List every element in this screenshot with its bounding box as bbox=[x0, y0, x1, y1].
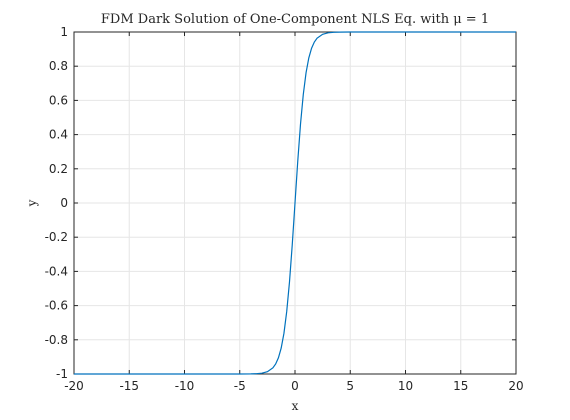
y-tick-label: -0.6 bbox=[45, 299, 68, 313]
y-axis-label: y bbox=[25, 199, 39, 207]
y-tick-label: 1 bbox=[60, 25, 68, 39]
x-tick-label: 10 bbox=[398, 379, 413, 393]
series-layer bbox=[74, 31, 516, 375]
x-tick-label: -15 bbox=[119, 379, 139, 393]
chart-title: FDM Dark Solution of One-Component NLS E… bbox=[101, 12, 489, 27]
grid bbox=[74, 32, 516, 374]
x-tick-label: 20 bbox=[508, 379, 523, 393]
y-tick-label: 0 bbox=[60, 196, 68, 210]
y-tick-label: -1 bbox=[56, 367, 68, 381]
y-tick-label: -0.2 bbox=[45, 230, 68, 244]
axes-ticks: -20 -15 -10 -5 0 5 10 15 20 -1 -0.8 -0.6 -0.4 -0.2 0 0.… bbox=[45, 25, 524, 393]
y-tick-label: -0.8 bbox=[45, 333, 68, 347]
x-axis-label: x bbox=[292, 399, 299, 413]
y-tick-label: 0.6 bbox=[49, 93, 68, 107]
series-line bbox=[74, 31, 516, 375]
x-tick-label: 5 bbox=[346, 379, 354, 393]
y-tick-label: 0.4 bbox=[49, 128, 68, 142]
x-tick-label: 15 bbox=[453, 379, 468, 393]
x-tick-label: 0 bbox=[291, 379, 299, 393]
y-tick-label: 0.2 bbox=[49, 162, 68, 176]
x-tick-label: -20 bbox=[64, 379, 84, 393]
y-tick-label: -0.4 bbox=[45, 264, 68, 278]
x-tick-label: -5 bbox=[234, 379, 246, 393]
y-tick-label: 0.8 bbox=[49, 59, 68, 73]
x-tick-label: -10 bbox=[175, 379, 195, 393]
